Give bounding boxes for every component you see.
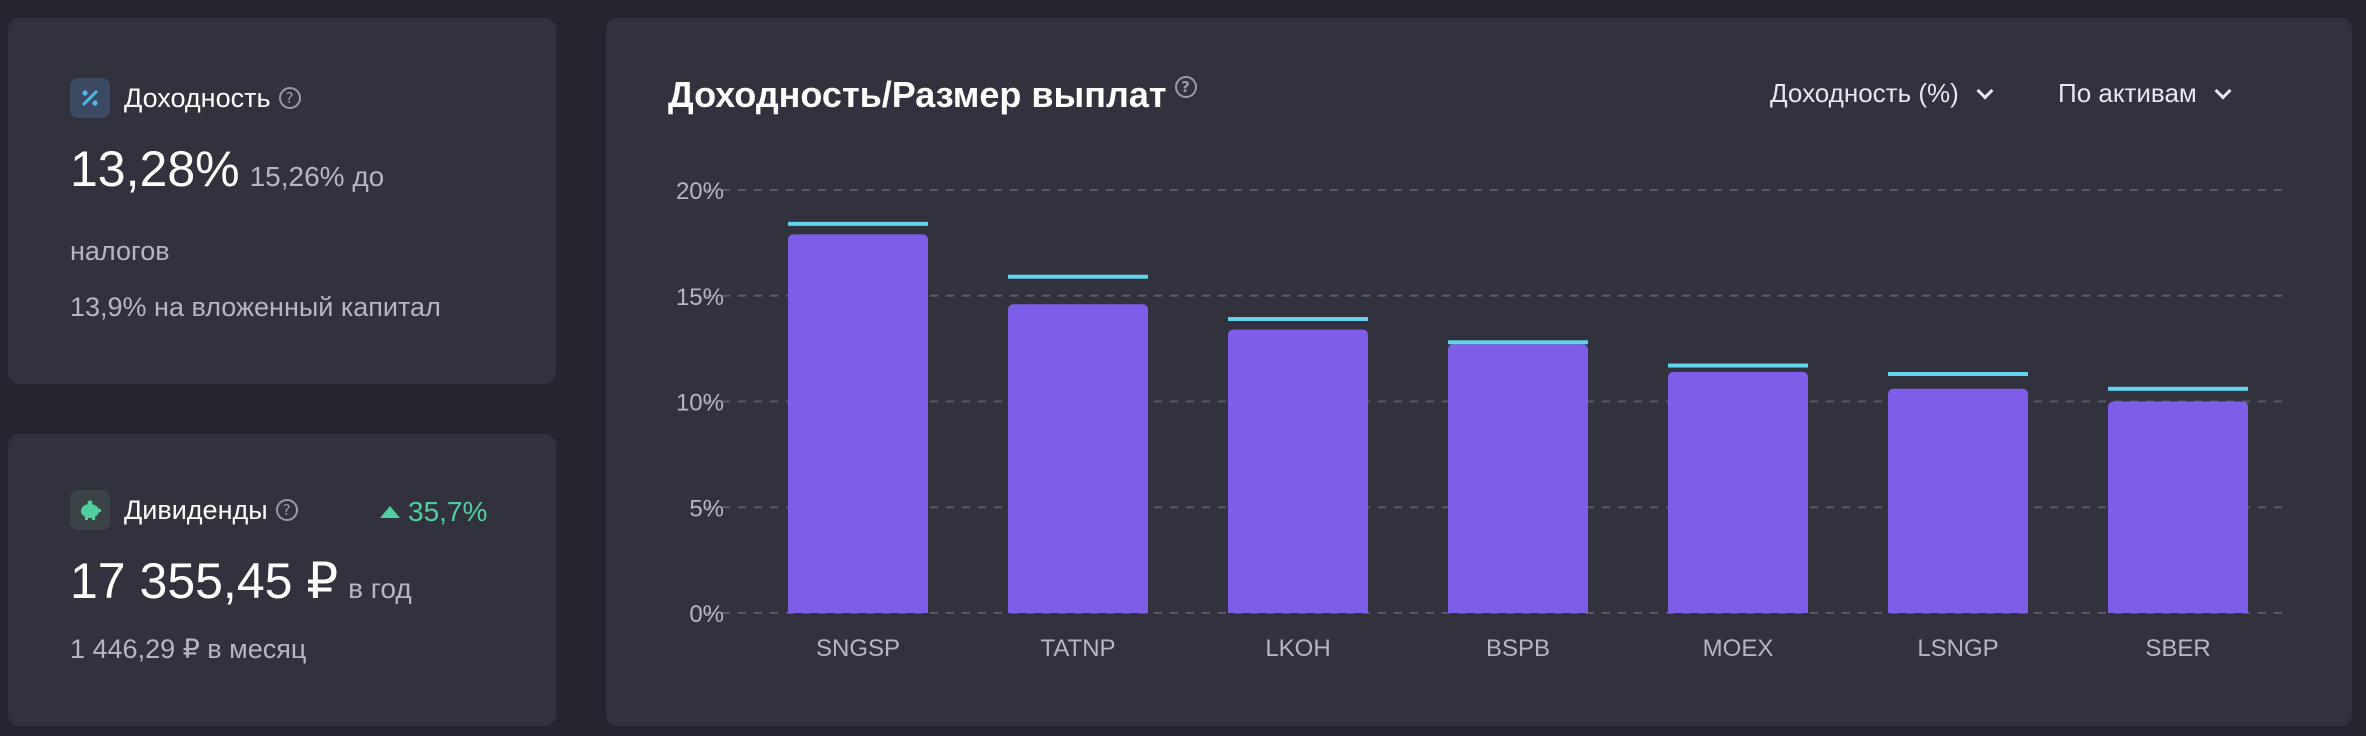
chart-title: Доходность/Размер выплат ? xyxy=(668,74,1197,116)
dividends-per-year: в год xyxy=(348,573,412,604)
payout-marker xyxy=(1228,317,1368,322)
help-icon[interactable]: ? xyxy=(278,87,301,109)
chart-title-text: Доходность/Размер выплат xyxy=(668,74,1167,115)
bar[interactable] xyxy=(1228,329,1368,613)
x-tick-label: BSPB xyxy=(1486,635,1550,662)
yield-pretax: 15,26% до xyxy=(249,161,385,192)
x-tick-label: TATNP xyxy=(1040,635,1115,662)
bar-chart: 0% 5% 10% 15% 20% SNGSP TATNP LKOH BSPB MOEX LSNGP… xyxy=(676,178,2286,662)
payout-marker xyxy=(1888,372,2028,377)
bar[interactable] xyxy=(1888,388,2028,613)
yield-label: Доходность xyxy=(124,82,271,113)
y-tick-label: 5% xyxy=(689,495,724,522)
dividends-per-month: 1 446,29 ₽ в месяц xyxy=(70,634,307,664)
group-dropdown-label: По активам xyxy=(2058,78,2197,108)
metric-dropdown[interactable]: Доходность (%) xyxy=(1770,78,1994,109)
bar[interactable] xyxy=(1668,371,1808,613)
x-tick-label: LKOH xyxy=(1265,635,1330,662)
payout-marker xyxy=(2108,386,2248,391)
arrow-up-icon xyxy=(380,506,400,518)
yield-pretax-cont: налогов xyxy=(70,236,170,266)
dividends-value: 17 355,45 ₽ xyxy=(70,553,339,609)
y-tick-label: 20% xyxy=(676,178,724,205)
dividends-change-badge: 35,7% xyxy=(380,496,487,528)
payout-marker xyxy=(1448,340,1588,345)
yield-value: 13,28% xyxy=(70,141,240,197)
payout-marker xyxy=(1668,363,1808,368)
bar[interactable] xyxy=(788,234,928,614)
dividends-label: Дивиденды xyxy=(124,494,268,525)
group-dropdown[interactable]: По активам xyxy=(2058,78,2232,109)
bar[interactable] xyxy=(2108,401,2248,614)
yield-invested-capital: 13,9% на вложенный капитал xyxy=(70,292,441,322)
y-tick-label: 0% xyxy=(689,601,724,628)
x-tick-label: MOEX xyxy=(1703,635,1774,662)
piggy-bank-icon xyxy=(70,490,110,530)
x-tick-label: SBER xyxy=(2145,635,2210,662)
help-icon[interactable]: ? xyxy=(275,499,298,521)
payout-marker xyxy=(1008,274,1148,279)
dividends-card: Дивиденды ? 35,7% 17 355,45 ₽ в год 1 446… xyxy=(8,434,556,726)
dividends-header: Дивиденды ? xyxy=(70,490,298,530)
x-tick-label: SNGSP xyxy=(816,635,900,662)
chart-card: Доходность/Размер выплат ? Доходность (%… xyxy=(606,18,2352,726)
x-tick-label: LSNGP xyxy=(1917,635,1998,662)
yield-card: Доходность ? 13,28% 15,26% до налогов 13,… xyxy=(8,18,556,384)
yield-value-row: 13,28% 15,26% до xyxy=(70,140,384,198)
dividends-value-row: 17 355,45 ₽ в год xyxy=(70,552,412,610)
yield-header: Доходность ? xyxy=(70,78,301,118)
bar[interactable] xyxy=(1448,344,1588,613)
help-icon[interactable]: ? xyxy=(1174,76,1197,98)
percent-icon xyxy=(70,78,110,118)
y-tick-label: 10% xyxy=(676,390,724,417)
payout-marker xyxy=(788,221,928,226)
dividends-change-value: 35,7% xyxy=(408,496,488,527)
y-tick-label: 15% xyxy=(676,284,724,311)
metric-dropdown-label: Доходность (%) xyxy=(1770,78,1959,108)
bar[interactable] xyxy=(1008,304,1148,613)
